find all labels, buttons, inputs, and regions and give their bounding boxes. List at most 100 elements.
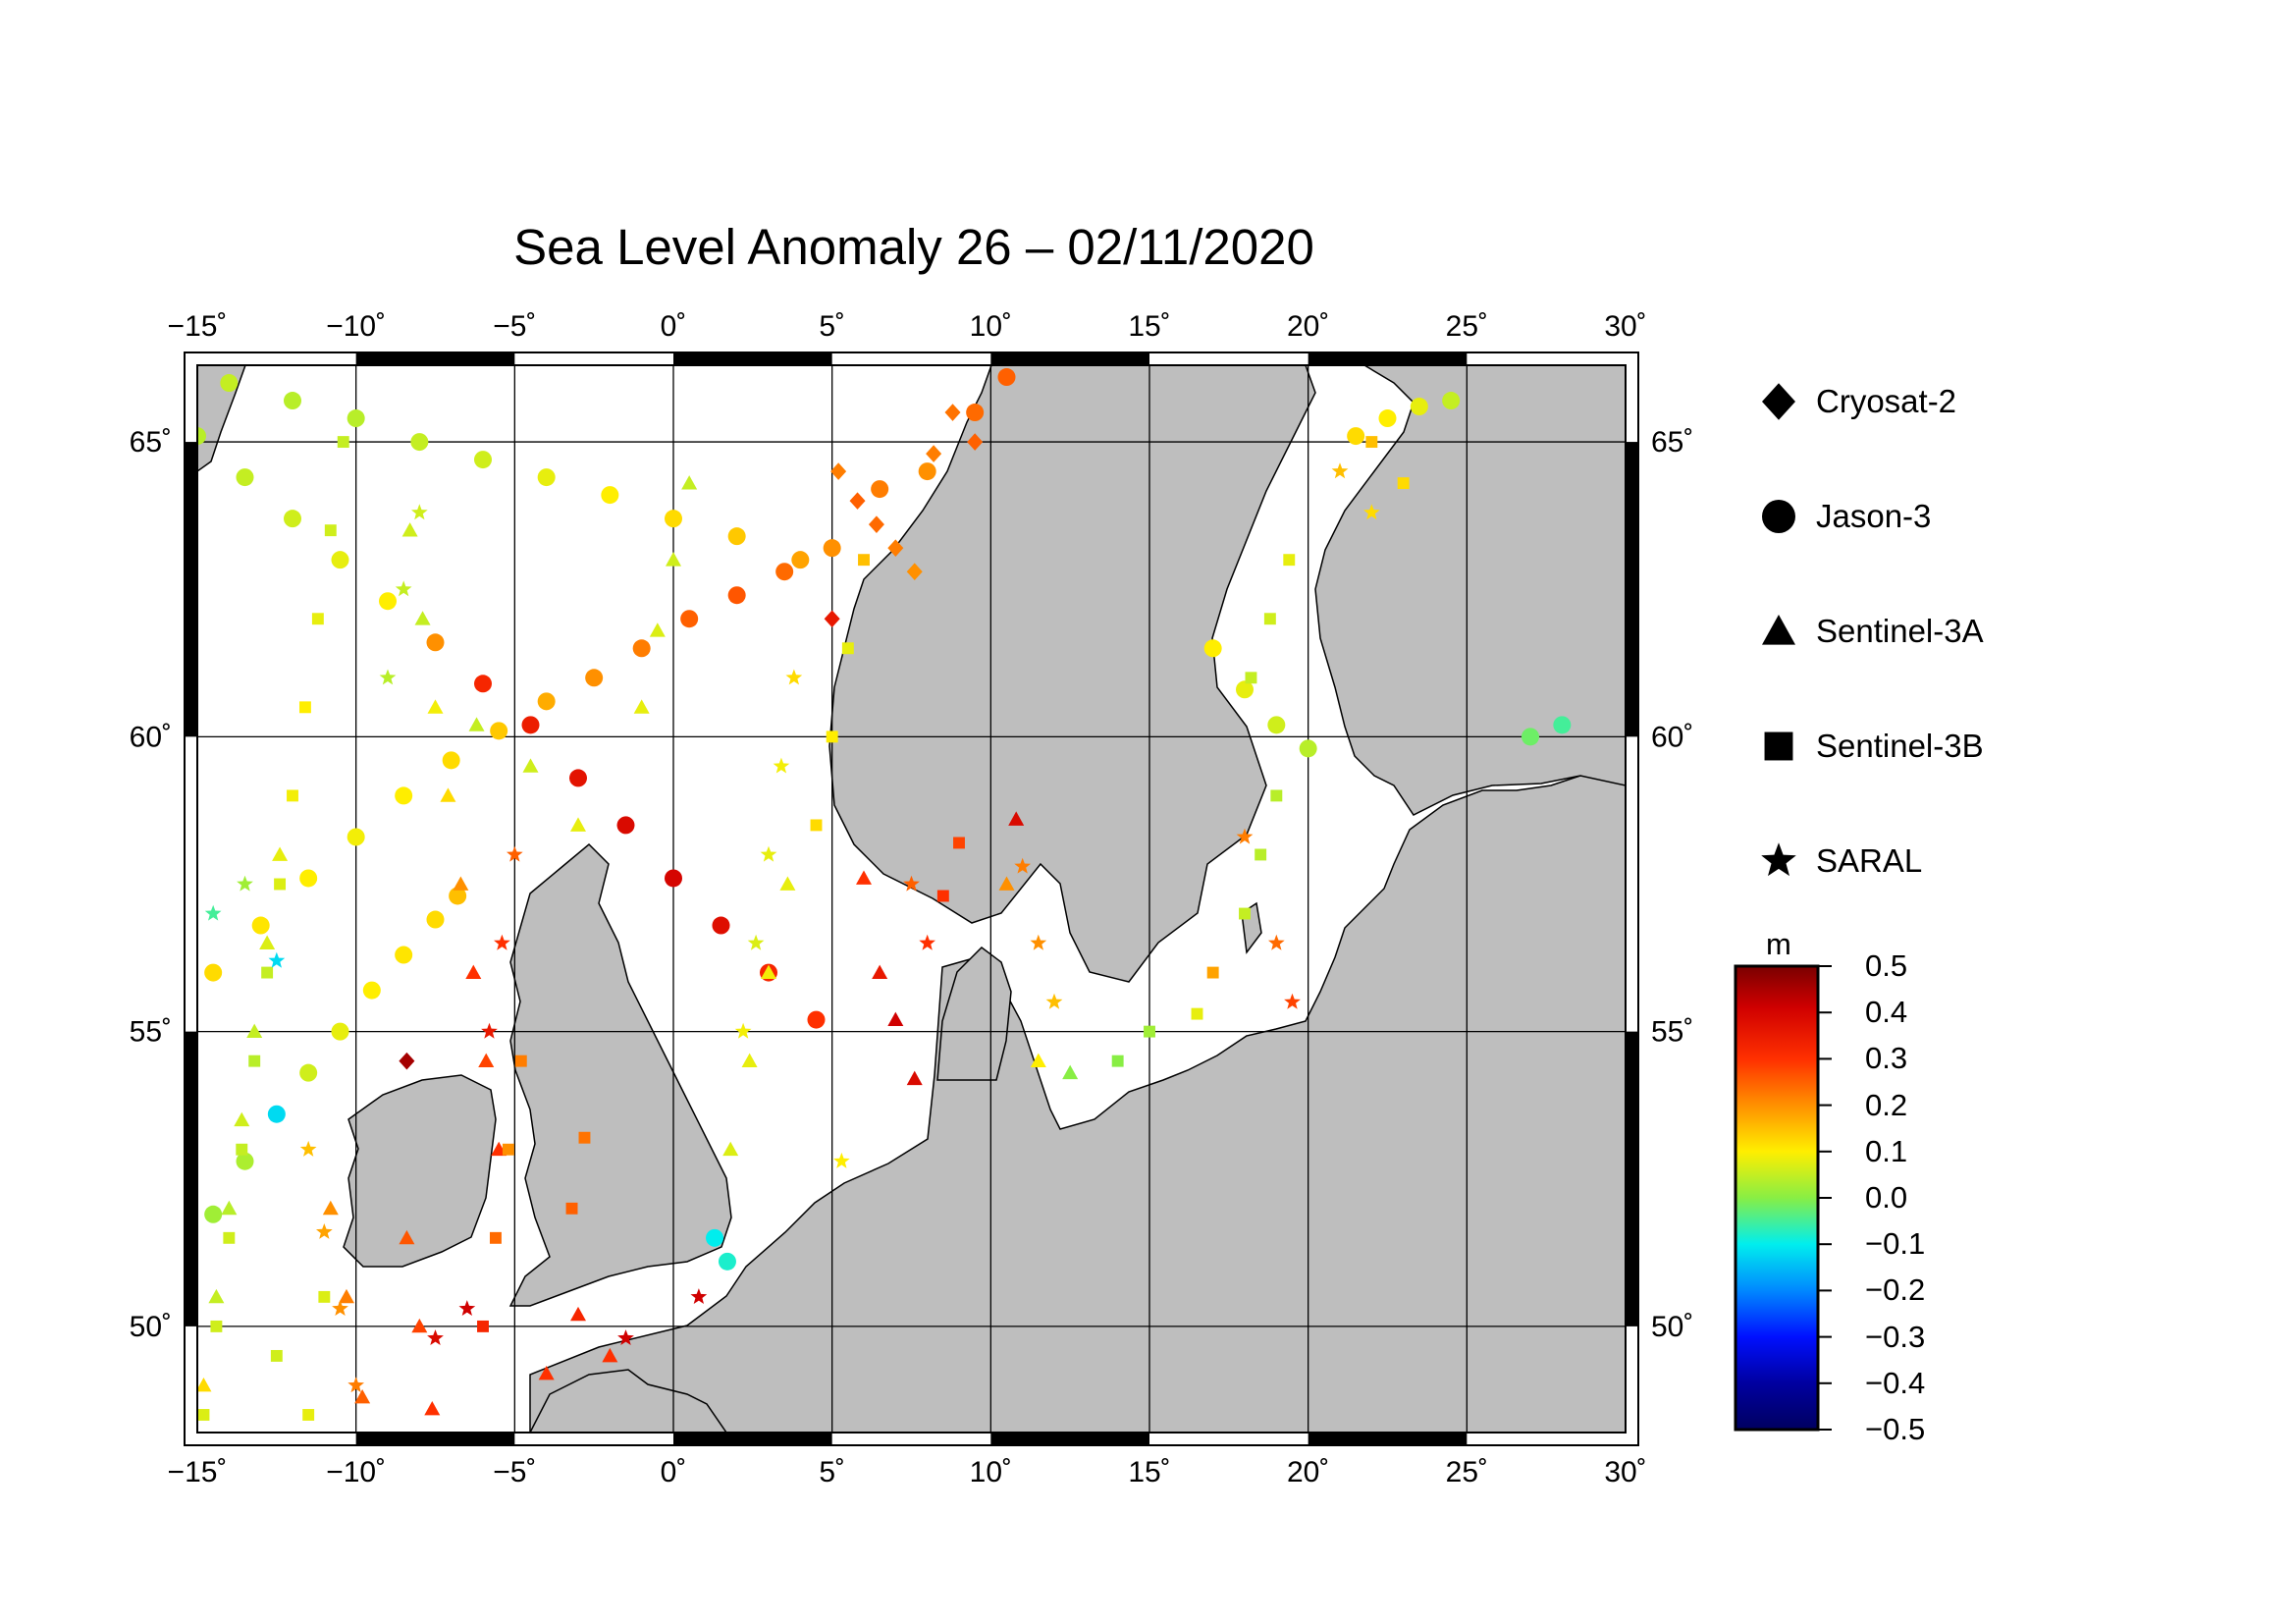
- circle-point: [379, 592, 397, 611]
- diamond-point: [830, 462, 847, 480]
- triangle-point: [338, 1288, 354, 1304]
- star-point: [411, 504, 428, 520]
- circle-point: [727, 586, 746, 605]
- star-point: [299, 1140, 317, 1157]
- colorbar-label: −0.3: [1865, 1319, 1926, 1354]
- lon-tick-label-bottom: 10˚: [970, 1456, 1012, 1488]
- circle-point: [569, 769, 587, 787]
- square-point: [514, 1055, 527, 1067]
- triangle-point: [666, 552, 681, 567]
- legend-label-sentinel3b: Sentinel-3B: [1816, 728, 1984, 764]
- altimetry-points: [197, 368, 1572, 1421]
- lon-tick-label-bottom: −15˚: [168, 1456, 228, 1488]
- legend-symbols: [1761, 383, 1796, 877]
- star-point: [617, 1329, 634, 1345]
- colorbar-label: −0.1: [1865, 1226, 1926, 1262]
- circle-point: [284, 510, 301, 528]
- circle-point: [712, 916, 730, 935]
- circle-point: [918, 462, 936, 481]
- star-point: [237, 875, 253, 892]
- triangle-point: [424, 1400, 441, 1416]
- circle-point: [521, 716, 540, 734]
- lon-tick-label-top: −5˚: [493, 310, 536, 343]
- circle-point: [1378, 409, 1397, 428]
- land-finland: [1314, 365, 1626, 816]
- colorbar-unit: m: [1766, 927, 1791, 961]
- frame-band-bottom: [990, 1433, 1149, 1445]
- square-point: [1144, 1025, 1155, 1038]
- circle-point: [791, 551, 810, 569]
- frame-band-bottom: [1308, 1433, 1468, 1445]
- circle-point: [236, 468, 254, 487]
- square-point: [311, 613, 324, 625]
- square-point: [302, 1409, 315, 1421]
- circle-point: [204, 1205, 223, 1223]
- diamond-point: [967, 433, 984, 451]
- star-point: [347, 1377, 364, 1393]
- circle-point: [537, 468, 556, 487]
- square-point: [1365, 436, 1378, 449]
- diamond-point: [944, 404, 961, 421]
- circle-point: [442, 751, 460, 770]
- circle-point: [1236, 680, 1254, 699]
- circle-point: [331, 551, 349, 569]
- colorbar-label: 0.2: [1865, 1087, 1908, 1122]
- circle-point: [807, 1010, 826, 1029]
- lat-tick-label-left: 65˚: [130, 426, 172, 459]
- star-point: [1331, 462, 1349, 479]
- square-point: [1263, 613, 1276, 625]
- lon-tick-label-top: 30˚: [1604, 310, 1646, 343]
- star-point: [1363, 504, 1380, 520]
- circle-point: [347, 828, 365, 846]
- triangle-point: [478, 1053, 495, 1068]
- circle-point: [1410, 398, 1428, 416]
- circle-point: [1299, 739, 1317, 758]
- circle-point: [395, 946, 413, 964]
- colorbar-gradient: [1734, 964, 1820, 1432]
- triangle-point: [570, 1306, 586, 1322]
- triangle-point: [468, 717, 485, 731]
- circle-point: [347, 409, 365, 428]
- square-point: [1245, 672, 1257, 684]
- colorbar-label: 0.3: [1865, 1041, 1908, 1076]
- star-point: [919, 934, 935, 950]
- star-point: [316, 1223, 333, 1239]
- legend-label-sentinel3a: Sentinel-3A: [1816, 613, 1984, 649]
- star-point: [903, 875, 920, 892]
- square-point: [810, 819, 823, 832]
- circle-point: [204, 963, 223, 982]
- circle-point: [1347, 427, 1365, 446]
- circle-point: [299, 869, 318, 888]
- circle-point: [299, 1063, 318, 1082]
- circle-point: [474, 675, 492, 693]
- circle-point: [474, 451, 492, 469]
- legend-label-saral: SARAL: [1816, 842, 1923, 879]
- square-point: [298, 701, 311, 714]
- triangle-point: [234, 1111, 250, 1127]
- square-point: [223, 1231, 236, 1244]
- star-point: [379, 669, 397, 685]
- diamond-icon: [1762, 383, 1795, 420]
- legend-label-jason: Jason-3: [1816, 498, 1932, 534]
- square-point: [1270, 789, 1283, 802]
- square-point: [1397, 477, 1410, 490]
- land-continental-europe: [529, 765, 1626, 1433]
- square-point: [858, 554, 870, 567]
- circle-point: [267, 1105, 286, 1123]
- triangle-point: [272, 846, 289, 861]
- star-point: [1030, 934, 1047, 950]
- triangle-point: [399, 1229, 415, 1245]
- circle-point: [362, 981, 381, 1000]
- square-point: [502, 1143, 514, 1156]
- triangle-point: [1062, 1064, 1079, 1080]
- triangle-point: [401, 522, 418, 537]
- lon-tick-label-top: 10˚: [970, 310, 1012, 343]
- circle-point: [426, 910, 445, 929]
- triangle-point: [779, 876, 796, 891]
- frame-band-bottom: [673, 1433, 832, 1445]
- star-point: [1284, 993, 1301, 1009]
- frame-band-top: [355, 352, 515, 365]
- diamond-point: [887, 539, 904, 557]
- square-point: [248, 1055, 261, 1067]
